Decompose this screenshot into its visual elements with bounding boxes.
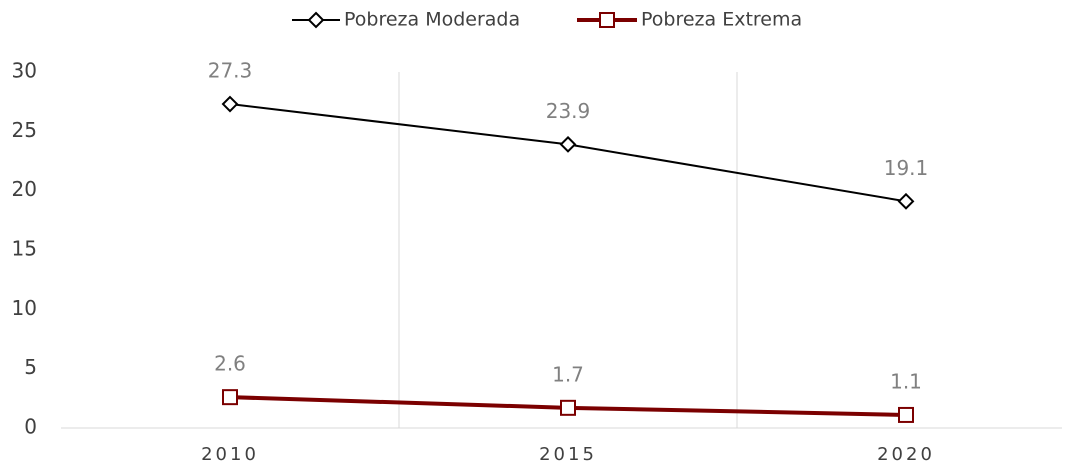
data-label: 2.6	[214, 352, 246, 376]
x-tick-label: 2020	[877, 444, 935, 465]
x-tick-label: 2015	[539, 444, 597, 465]
y-tick-label: 30	[12, 59, 37, 83]
data-label: 27.3	[208, 59, 253, 83]
point	[897, 192, 915, 210]
data-label: 23.9	[546, 99, 591, 123]
point	[898, 406, 914, 423]
y-tick-label: 5	[24, 355, 37, 379]
data-label: 19.1	[884, 156, 929, 180]
point	[599, 12, 615, 28]
point	[221, 95, 239, 113]
data-label: 1.1	[890, 369, 922, 393]
point	[559, 135, 577, 153]
y-tick-label: 25	[12, 118, 37, 142]
y-tick-label: 0	[24, 415, 37, 439]
y-tick-label: 15	[12, 237, 37, 261]
point	[222, 389, 238, 406]
legend-label: Pobreza Extrema	[641, 9, 802, 31]
point	[560, 399, 576, 416]
data-label: 1.7	[552, 362, 584, 386]
legend-label: Pobreza Moderada	[344, 9, 520, 31]
y-tick-label: 10	[12, 296, 37, 320]
point	[307, 11, 325, 29]
x-tick-label: 2010	[201, 444, 259, 465]
y-tick-label: 20	[12, 177, 37, 201]
